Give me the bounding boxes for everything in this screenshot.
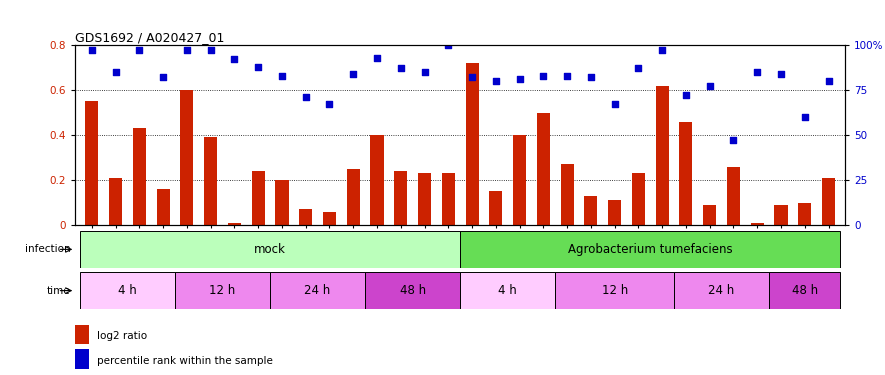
Bar bbox=[366, 272, 460, 309]
Text: 4 h: 4 h bbox=[498, 284, 517, 297]
Bar bbox=[181, 90, 194, 225]
Point bbox=[442, 42, 456, 48]
Point bbox=[227, 56, 242, 62]
Bar bbox=[750, 223, 764, 225]
Point bbox=[418, 69, 432, 75]
Bar bbox=[513, 135, 527, 225]
Point bbox=[298, 94, 312, 100]
Point bbox=[346, 71, 360, 77]
Bar bbox=[727, 166, 740, 225]
Bar bbox=[228, 223, 241, 225]
Bar bbox=[133, 128, 146, 225]
Bar bbox=[608, 200, 621, 225]
Bar bbox=[270, 272, 366, 309]
Bar bbox=[632, 173, 645, 225]
Text: infection: infection bbox=[25, 244, 71, 254]
Point bbox=[204, 47, 218, 53]
Text: 4 h: 4 h bbox=[118, 284, 137, 297]
Bar bbox=[656, 86, 669, 225]
Point bbox=[560, 73, 574, 79]
Point bbox=[773, 71, 789, 77]
Bar bbox=[75, 325, 89, 344]
Bar bbox=[442, 173, 455, 225]
Point bbox=[133, 47, 147, 53]
Bar bbox=[584, 196, 597, 225]
Point bbox=[180, 47, 194, 53]
Bar bbox=[157, 189, 170, 225]
Point bbox=[703, 83, 717, 89]
Text: 24 h: 24 h bbox=[709, 284, 735, 297]
Point bbox=[727, 137, 741, 143]
Bar bbox=[275, 180, 289, 225]
Point bbox=[536, 73, 550, 79]
Bar bbox=[109, 178, 122, 225]
Bar bbox=[560, 164, 573, 225]
Point bbox=[251, 64, 266, 70]
Bar bbox=[204, 137, 217, 225]
Text: 12 h: 12 h bbox=[602, 284, 627, 297]
Text: log2 ratio: log2 ratio bbox=[96, 331, 147, 341]
Text: 24 h: 24 h bbox=[304, 284, 331, 297]
Point bbox=[750, 69, 765, 75]
Bar bbox=[466, 63, 479, 225]
Bar bbox=[460, 231, 841, 268]
Bar bbox=[347, 169, 360, 225]
Bar bbox=[85, 101, 98, 225]
Bar bbox=[537, 112, 550, 225]
Point bbox=[584, 74, 598, 80]
Point bbox=[821, 78, 835, 84]
Bar bbox=[680, 122, 692, 225]
Bar bbox=[371, 135, 383, 225]
Bar bbox=[175, 272, 270, 309]
Bar bbox=[394, 171, 407, 225]
Bar bbox=[489, 191, 503, 225]
Point bbox=[370, 55, 384, 61]
Text: GDS1692 / A020427_01: GDS1692 / A020427_01 bbox=[75, 31, 225, 44]
Point bbox=[465, 74, 479, 80]
Point bbox=[655, 47, 669, 53]
Bar bbox=[323, 211, 336, 225]
Bar bbox=[80, 231, 460, 268]
Bar bbox=[704, 205, 716, 225]
Bar bbox=[251, 171, 265, 225]
Point bbox=[679, 92, 693, 98]
Bar bbox=[418, 173, 431, 225]
Point bbox=[489, 78, 503, 84]
Point bbox=[156, 74, 170, 80]
Point bbox=[631, 65, 645, 71]
Text: Agrobacterium tumefaciens: Agrobacterium tumefaciens bbox=[568, 243, 733, 256]
Bar bbox=[798, 202, 812, 225]
Bar bbox=[774, 205, 788, 225]
Text: percentile rank within the sample: percentile rank within the sample bbox=[96, 356, 273, 366]
Bar bbox=[80, 272, 175, 309]
Point bbox=[322, 101, 336, 107]
Bar bbox=[555, 272, 674, 309]
Bar bbox=[769, 272, 841, 309]
Bar bbox=[674, 272, 769, 309]
Bar bbox=[460, 272, 555, 309]
Text: 48 h: 48 h bbox=[400, 284, 426, 297]
Point bbox=[512, 76, 527, 82]
Point bbox=[394, 65, 408, 71]
Point bbox=[85, 47, 99, 53]
Point bbox=[797, 114, 812, 120]
Point bbox=[275, 73, 289, 79]
Bar bbox=[822, 178, 835, 225]
Text: 12 h: 12 h bbox=[210, 284, 235, 297]
Text: 48 h: 48 h bbox=[792, 284, 818, 297]
Bar bbox=[75, 350, 89, 369]
Point bbox=[109, 69, 123, 75]
Text: time: time bbox=[47, 286, 71, 296]
Text: mock: mock bbox=[254, 243, 286, 256]
Bar bbox=[299, 209, 312, 225]
Point bbox=[608, 101, 622, 107]
